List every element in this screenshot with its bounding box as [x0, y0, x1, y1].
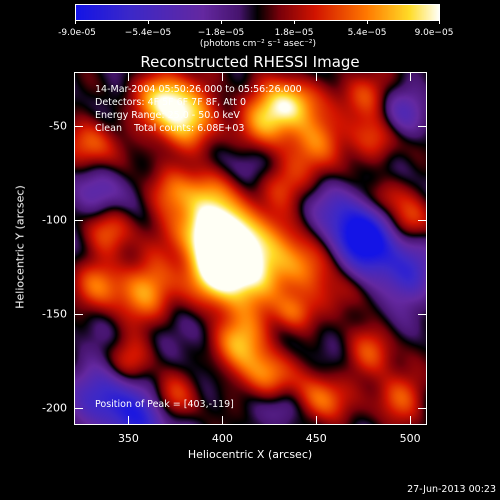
y-tick-label: -100: [42, 213, 67, 227]
info-energy: Energy Range: 25.0 - 50.0 keV: [95, 110, 240, 121]
colorbar: [75, 4, 440, 21]
info-time-range: 14-Mar-2004 05:50:26.000 to 05:56:26.000: [95, 84, 302, 95]
y-tick-label: -50: [49, 119, 67, 133]
y-tick: [418, 314, 426, 316]
x-tick: [128, 73, 130, 81]
colorbar-tick: [439, 20, 440, 24]
info-detectors: Detectors: 4F 5F 6F 7F 8F, Att 0: [95, 97, 247, 108]
info-clean-counts: Clean Total counts: 6.08E+03: [95, 123, 245, 134]
image-title: Reconstructed RHESSI Image: [140, 53, 360, 71]
y-tick: [75, 126, 83, 128]
x-tick: [222, 416, 224, 424]
rhessi-image: 14-Mar-2004 05:50:26.000 to 05:56:26.000…: [74, 72, 427, 425]
colorbar-tick: [148, 20, 149, 24]
y-tick: [75, 220, 83, 222]
y-axis-label: Heliocentric Y (arcsec): [13, 185, 27, 309]
x-tick-label: 450: [305, 432, 327, 445]
info-peak-position: Position of Peak = [403,-119]: [95, 399, 234, 410]
colorbar-tick-label: −5.4e−05: [124, 28, 172, 38]
y-tick-label: -200: [42, 401, 67, 415]
x-tick: [316, 73, 318, 81]
x-tick: [410, 73, 412, 81]
datestamp: 27-Jun-2013 00:23: [407, 484, 496, 495]
y-tick: [75, 314, 83, 316]
colorbar-tick-label: 9.0e−05: [414, 28, 454, 38]
colorbar-tick-label: −1.8e−05: [197, 28, 245, 38]
colorbar-tick: [75, 20, 76, 24]
y-tick-label: -150: [42, 307, 67, 321]
x-tick-label: 350: [117, 432, 139, 445]
y-tick: [418, 220, 426, 222]
colorbar-units: (photons cm⁻² s⁻¹ asec⁻²): [199, 39, 317, 49]
colorbar-tick-label: 5.4e−05: [347, 28, 387, 38]
y-tick: [418, 408, 426, 410]
colorbar-tick-label: 1.8e−05: [274, 28, 314, 38]
x-tick-label: 500: [399, 432, 421, 445]
x-axis-label: Heliocentric X (arcsec): [187, 448, 313, 461]
y-tick: [418, 126, 426, 128]
x-tick-label: 400: [211, 432, 233, 445]
colorbar-tick: [367, 20, 368, 24]
colorbar-tick: [221, 20, 222, 24]
colorbar-tick-label: -9.0e-05: [58, 28, 96, 38]
colorbar-tick: [294, 20, 295, 24]
x-tick: [128, 416, 130, 424]
x-tick: [316, 416, 318, 424]
x-tick: [410, 416, 412, 424]
x-tick: [222, 73, 224, 81]
y-tick: [75, 408, 83, 410]
